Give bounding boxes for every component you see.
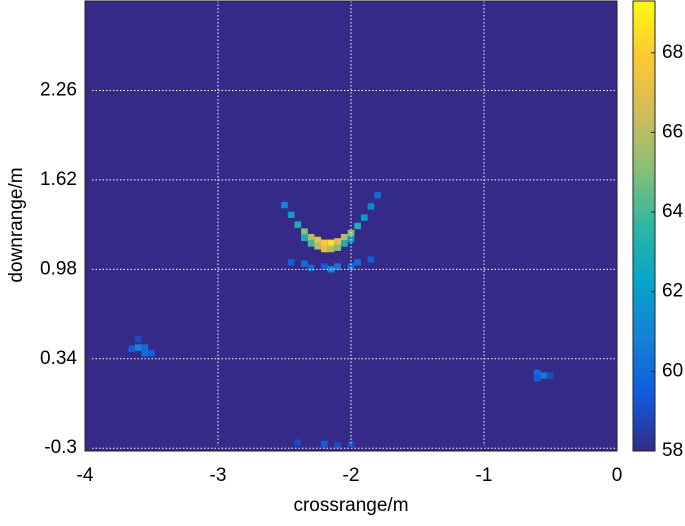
heat-cell [141, 344, 149, 351]
heat-cell [307, 233, 315, 241]
heat-cell [334, 442, 342, 449]
colorbar [632, 0, 656, 452]
x-tick-label: -4 [77, 465, 94, 486]
heat-cell [294, 439, 302, 446]
colorbar-tick-label: 68 [662, 42, 683, 63]
heat-cell [540, 372, 548, 379]
heat-cell [347, 263, 355, 270]
colorbar-tick-label: 60 [662, 360, 683, 381]
heat-cell [134, 335, 142, 343]
heat-cell [354, 222, 361, 230]
colorbar-tick-label: 62 [662, 281, 683, 302]
heat-cell [533, 375, 541, 382]
heat-cell [321, 263, 328, 270]
heat-cell [367, 203, 375, 210]
heat-cell [321, 440, 328, 448]
heat-cell [148, 349, 155, 357]
heat-cell [307, 240, 315, 247]
heat-cell [301, 260, 308, 267]
heat-cell [134, 344, 142, 351]
y-tick-label: -0.3 [44, 437, 77, 458]
heat-cell [367, 256, 375, 263]
y-axis-label: downrange/m [6, 167, 27, 282]
heat-cell [301, 228, 308, 235]
heat-cell [314, 243, 322, 250]
heat-cell [287, 211, 295, 219]
heat-cell [334, 244, 342, 251]
heat-cell [301, 234, 308, 242]
y-tick-label: 1.62 [40, 169, 77, 190]
heat-cell [347, 440, 355, 448]
colorbar-tick-label: 58 [662, 440, 683, 461]
heat-cell [327, 245, 335, 253]
heat-cell [321, 239, 328, 246]
heat-cell [314, 236, 322, 244]
colorbar-tick-label: 64 [662, 201, 684, 222]
heat-cell [533, 369, 541, 376]
heat-cell [334, 263, 342, 270]
plot-frame [84, 0, 618, 452]
heat-cell [327, 239, 335, 246]
x-tick-label: 0 [612, 465, 623, 486]
x-tick-label: -3 [210, 465, 227, 486]
heat-cell [321, 245, 328, 253]
heat-cell [287, 259, 295, 266]
y-tick-label: 0.34 [40, 348, 77, 369]
heat-cell [374, 192, 381, 199]
heat-cell [334, 238, 342, 245]
colorbar-tick-label: 66 [662, 121, 683, 142]
heat-cell [128, 345, 135, 353]
heat-cell [360, 214, 368, 221]
heat-cell [354, 259, 361, 266]
x-tick-label: -2 [343, 465, 360, 486]
heat-cell [281, 201, 288, 209]
heat-cell [307, 264, 315, 272]
heat-cell [294, 221, 302, 228]
heat-cell [547, 372, 554, 379]
y-tick-label: 2.26 [40, 79, 77, 100]
heat-cell [341, 240, 348, 247]
y-tick-label: 0.98 [40, 258, 77, 279]
x-axis-label: crossrange/m [293, 495, 408, 516]
heat-cell [141, 349, 149, 357]
x-tick-label: -1 [476, 465, 493, 486]
heat-cell [341, 233, 348, 241]
